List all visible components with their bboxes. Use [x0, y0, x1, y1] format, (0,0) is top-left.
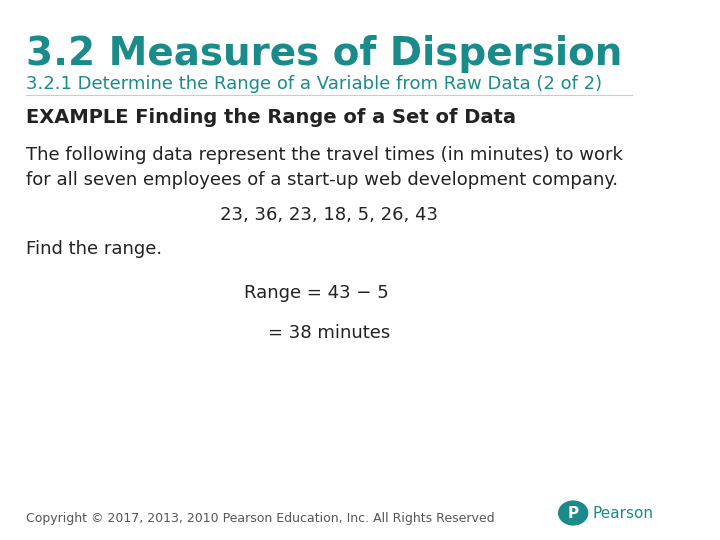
Text: 23, 36, 23, 18, 5, 26, 43: 23, 36, 23, 18, 5, 26, 43 — [220, 206, 438, 224]
Circle shape — [559, 501, 588, 525]
Text: EXAMPLE Finding the Range of a Set of Data: EXAMPLE Finding the Range of a Set of Da… — [27, 108, 516, 127]
Text: = 38 minutes: = 38 minutes — [269, 324, 390, 342]
Text: Pearson: Pearson — [593, 505, 654, 521]
Text: 3.2 Measures of Dispersion: 3.2 Measures of Dispersion — [27, 35, 623, 73]
Text: P: P — [567, 505, 579, 521]
Text: The following data represent the travel times (in minutes) to work
for all seven: The following data represent the travel … — [27, 146, 624, 189]
Text: Range = 43 − 5: Range = 43 − 5 — [244, 284, 389, 302]
Text: 3.2.1 Determine the Range of a Variable from Raw Data (2 of 2): 3.2.1 Determine the Range of a Variable … — [27, 75, 603, 92]
Text: Find the range.: Find the range. — [27, 240, 163, 258]
Text: Copyright © 2017, 2013, 2010 Pearson Education, Inc. All Rights Reserved: Copyright © 2017, 2013, 2010 Pearson Edu… — [27, 512, 495, 525]
